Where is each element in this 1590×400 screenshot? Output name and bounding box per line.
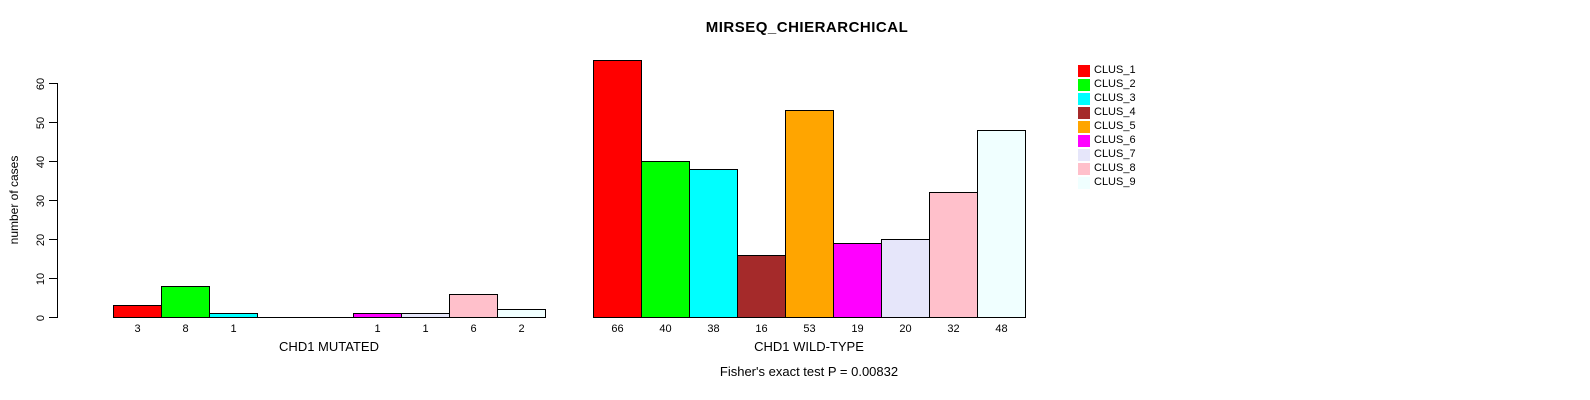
bar-clus_7 [881, 239, 930, 318]
chart-title: MIRSEQ_CHIERARCHICAL [705, 19, 909, 36]
bar-value-label: 66 [611, 323, 624, 335]
y-tick-label: 40 [35, 155, 47, 168]
legend-color-swatch [1078, 65, 1090, 77]
legend-label: CLUS_3 [1094, 92, 1136, 104]
bar-clus_3 [689, 169, 738, 318]
legend-color-swatch [1078, 177, 1090, 189]
bar-clus_4 [737, 255, 786, 318]
x-axis-label-wildtype: CHD1 WILD-TYPE [754, 339, 864, 354]
bar-value-label: 53 [803, 323, 816, 335]
bar-clus_2 [641, 161, 690, 318]
bar-value-label: 40 [659, 323, 672, 335]
bar-clus_5 [785, 110, 834, 318]
bar-value-label: 32 [947, 323, 960, 335]
y-tick-label: 10 [35, 272, 47, 285]
bar-clus_7 [401, 313, 450, 318]
y-tick-label: 0 [35, 314, 47, 321]
bar-value-label: 19 [851, 323, 864, 335]
y-tick-mark [49, 161, 57, 162]
bar-clus_6 [833, 243, 882, 318]
y-tick-mark [49, 83, 57, 84]
bar-value-label: 1 [230, 323, 237, 335]
legend-label: CLUS_8 [1094, 162, 1136, 174]
legend-label: CLUS_4 [1094, 106, 1136, 118]
y-tick-mark [49, 239, 57, 240]
y-tick-mark [49, 200, 57, 201]
legend-color-swatch [1078, 135, 1090, 147]
bar-value-label: 48 [995, 323, 1008, 335]
bar-value-label: 6 [470, 323, 477, 335]
y-tick-mark [49, 317, 57, 318]
legend-color-swatch [1078, 149, 1090, 161]
legend-label: CLUS_9 [1094, 176, 1136, 188]
bar-value-label: 20 [899, 323, 912, 335]
bar-clus_1 [113, 305, 162, 318]
x-axis-label-mutated: CHD1 MUTATED [279, 339, 379, 354]
bar-clus_9 [497, 309, 546, 318]
fisher-test-caption: Fisher's exact test P = 0.00832 [719, 364, 899, 379]
legend-color-swatch [1078, 163, 1090, 175]
legend-label: CLUS_6 [1094, 134, 1136, 146]
bar-clus_1 [593, 60, 642, 318]
legend-label: CLUS_7 [1094, 148, 1136, 160]
bar-value-label: 3 [134, 323, 141, 335]
bar-clus_8 [929, 192, 978, 318]
zero-height-bar [305, 317, 354, 318]
bar-clus_6 [353, 313, 402, 318]
bar-clus_9 [977, 130, 1026, 318]
y-axis-line [57, 83, 58, 318]
bar-value-label: 1 [422, 323, 429, 335]
y-tick-mark [49, 278, 57, 279]
bar-clus_3 [209, 313, 258, 318]
bar-value-label: 1 [374, 323, 381, 335]
legend-label: CLUS_1 [1094, 64, 1136, 76]
y-tick-mark [49, 122, 57, 123]
bar-value-label: 38 [707, 323, 720, 335]
bar-clus_8 [449, 294, 498, 318]
bar-value-label: 16 [755, 323, 768, 335]
legend-color-swatch [1078, 107, 1090, 119]
y-axis-label: number of cases [7, 155, 21, 245]
y-tick-label: 30 [35, 194, 47, 207]
legend-color-swatch [1078, 93, 1090, 105]
legend-color-swatch [1078, 79, 1090, 91]
legend-label: CLUS_2 [1094, 78, 1136, 90]
y-tick-label: 50 [35, 116, 47, 129]
y-tick-label: 60 [35, 77, 47, 90]
bar-clus_2 [161, 286, 210, 318]
bar-value-label: 8 [182, 323, 189, 335]
y-tick-label: 20 [35, 233, 47, 246]
legend-color-swatch [1078, 121, 1090, 133]
legend-label: CLUS_5 [1094, 120, 1136, 132]
bar-value-label: 2 [518, 323, 525, 335]
zero-height-bar [257, 317, 306, 318]
